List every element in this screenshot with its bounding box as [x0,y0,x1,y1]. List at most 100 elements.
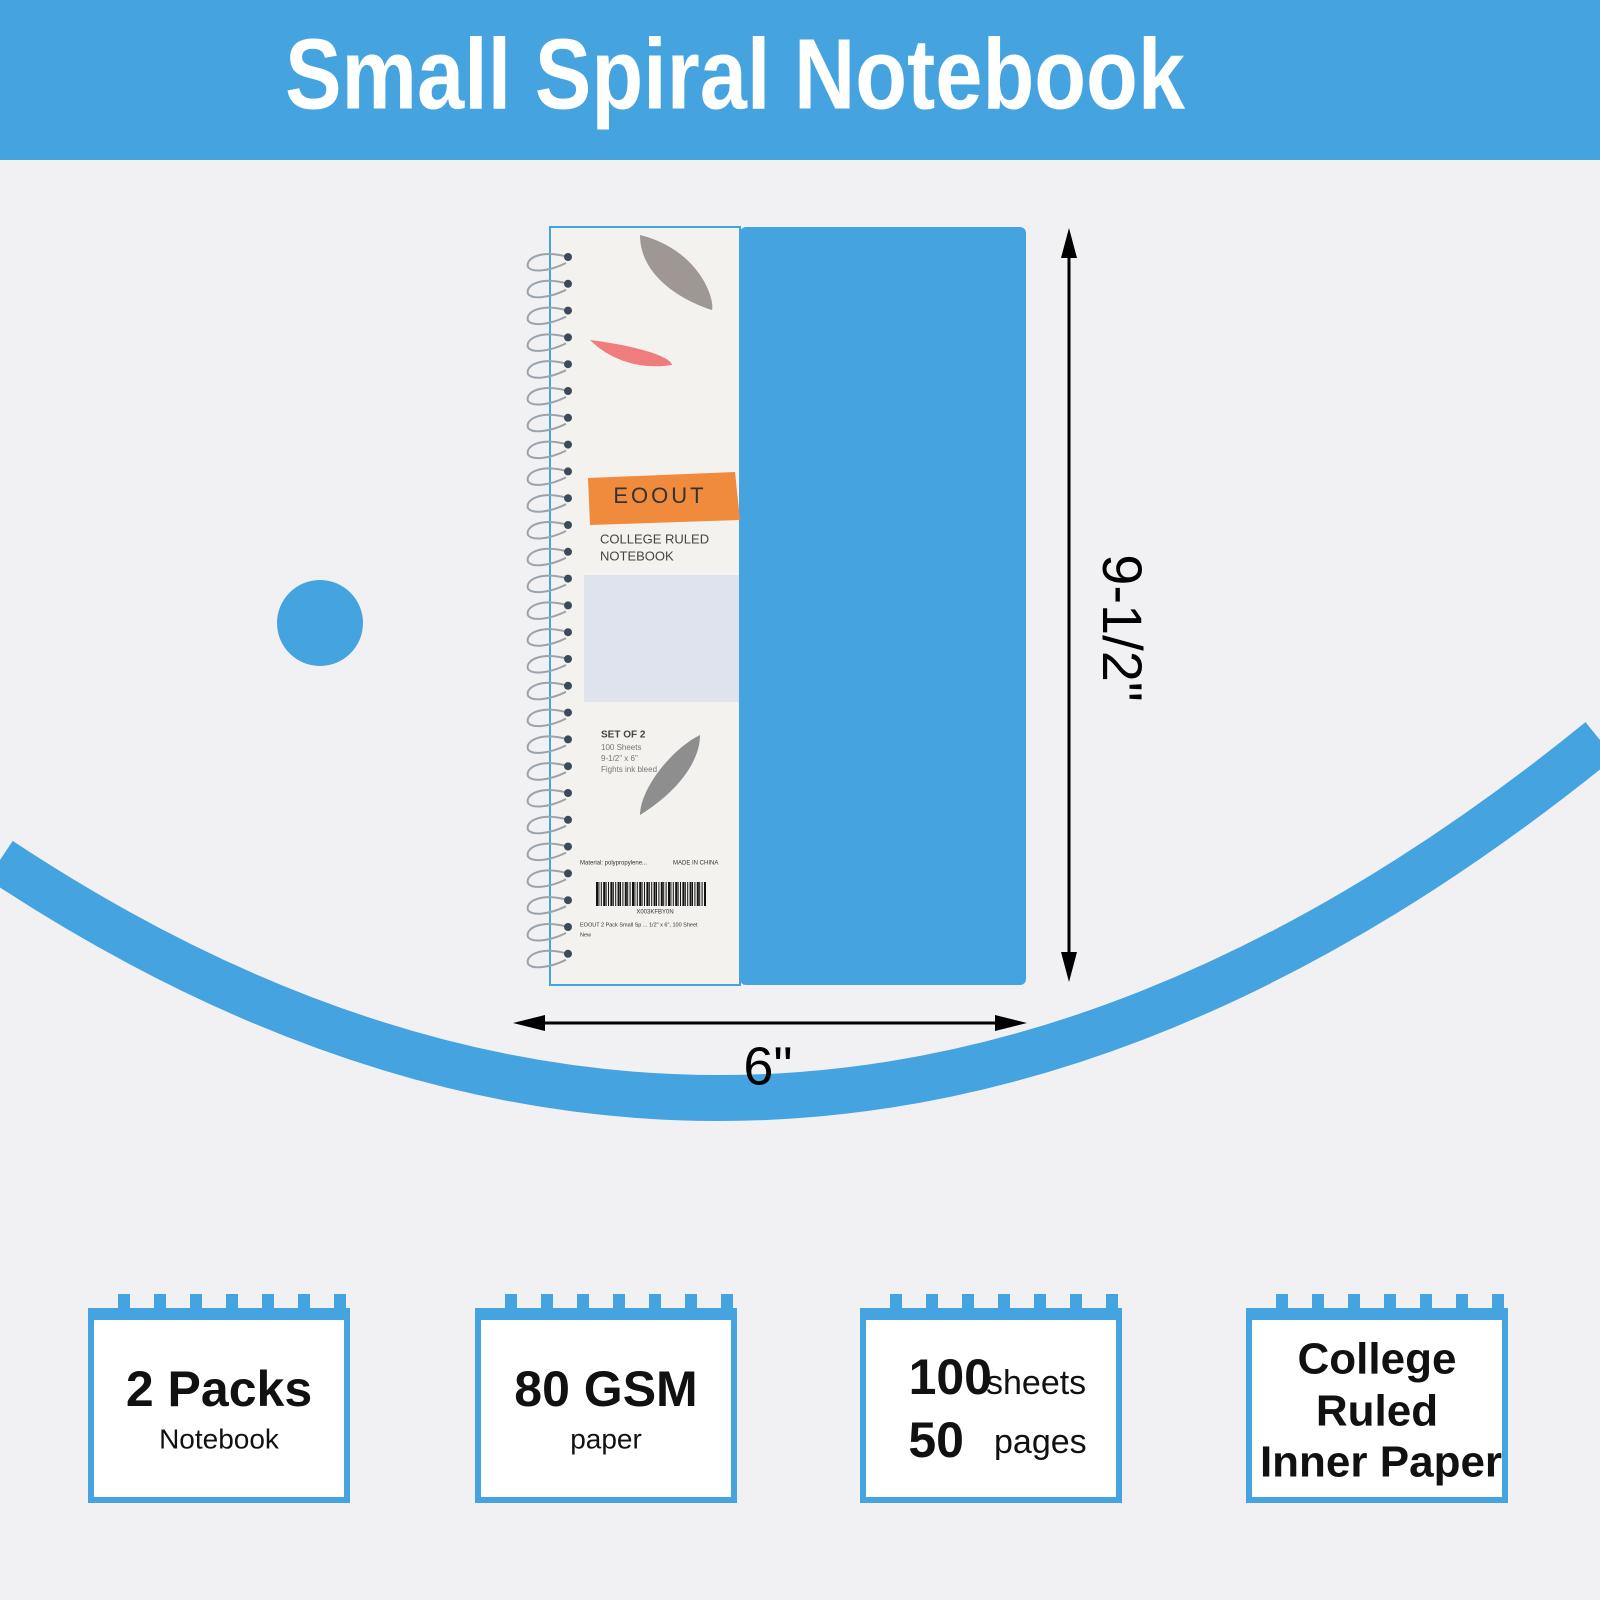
card-frame [860,1308,1122,1503]
barcode-bar [653,882,656,906]
card-ring [1456,1294,1468,1320]
barcode-bar [677,882,679,906]
barcode-bar [689,882,692,906]
barcode-bar [658,882,660,906]
coil [526,815,569,835]
card-text: Ruled [1316,1387,1438,1436]
barcode-bar [699,882,701,906]
barcode-bar [603,882,606,906]
barcode-bar [598,882,600,906]
card-top-bar [1246,1308,1508,1320]
coil-hole [564,789,572,797]
card-ring [541,1294,553,1320]
card-ring [1384,1294,1396,1320]
barcode-bar [636,882,638,906]
barcode-code: X003KFBY0N [636,910,673,916]
barcode-bar [668,882,670,906]
brand-brush [588,472,740,525]
product-line: NOTEBOOK [600,548,674,563]
coil [526,279,569,299]
barcode-bar [656,882,657,906]
card-ring [1276,1294,1288,1320]
coil-hole [564,923,572,931]
card-ring [298,1294,310,1320]
coil-hole [564,521,572,529]
barcode-bar [696,882,699,906]
barcode-bar [704,882,706,906]
barcode-bar [692,882,693,906]
coil-hole [564,279,572,288]
feature-card: 80 GSM paper [475,1294,737,1503]
coil [526,333,569,352]
spiral [526,253,572,969]
barcode-bar [617,882,620,906]
barcode-bar [682,882,685,906]
card-ring [505,1294,517,1320]
notebook: EOOUT COLLEGE RULED NOTEBOOK SET OF 2 10… [526,226,1026,986]
barcode-bar [651,882,653,906]
card-ring [649,1294,661,1320]
card-text: 80 GSM [514,1361,697,1417]
coil-hole [564,842,572,851]
feather [640,235,713,310]
card-text: Notebook [159,1423,280,1454]
coil [526,735,569,754]
coil [526,467,569,486]
card-ring [613,1294,625,1320]
cover-photo [584,575,739,702]
card-ring [226,1294,238,1320]
barcode-bar [641,882,643,906]
card-ring [721,1294,733,1320]
coil-hole [564,574,572,583]
coil [526,789,569,808]
coil-hole [564,815,572,824]
barcode-bar [627,882,629,906]
coil-hole [564,387,572,395]
coil-hole [564,681,572,690]
barcode-bar [622,882,624,906]
barcode-bar [612,882,614,906]
coil [526,440,569,460]
barcode-bar [610,882,613,906]
card-text: sheets [986,1364,1086,1402]
coil [526,413,569,433]
coil-hole [564,601,572,610]
card-ring [1312,1294,1324,1320]
barcode-bar [629,882,631,906]
barcode-bar [632,882,634,906]
coil-hole [564,655,572,663]
barcode [596,882,706,906]
card-ring [577,1294,589,1320]
feature-card: 2 Packs Notebook [88,1294,350,1503]
coil [526,253,569,272]
coil [526,842,569,862]
barcode-bar [620,882,621,906]
coil-hole [564,494,572,503]
coil-hole [564,360,572,369]
card-ring [1348,1294,1360,1320]
coil-hole [564,628,572,637]
card-ring [1420,1294,1432,1320]
card-ring [962,1294,974,1320]
barcode-bar [608,882,609,906]
barcode-bar [687,882,689,906]
coil [526,601,569,620]
cover-panel [740,227,1026,985]
card-ring [190,1294,202,1320]
card-ring [1106,1294,1118,1320]
card-text: paper [570,1423,642,1454]
card-top-bar [88,1308,350,1320]
card-ring [1070,1294,1082,1320]
card-top-bar [475,1308,737,1320]
coil [526,896,569,915]
feather [590,340,672,367]
label-line: EOOUT 2 Pack Small Sp ... 1/2" x 6", 100… [580,922,698,928]
barcode-bar [624,882,627,906]
dimension-height: 9-1/2" [1061,228,1154,982]
dimension-width: 6" [513,1015,1027,1096]
coil-hole [564,708,572,717]
barcode-bar [615,882,617,906]
